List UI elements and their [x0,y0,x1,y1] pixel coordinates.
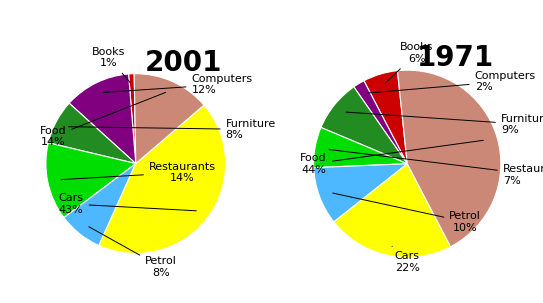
Wedge shape [364,71,407,164]
Wedge shape [99,105,226,253]
Text: Cars
22%: Cars 22% [392,246,420,273]
Wedge shape [64,164,136,245]
Text: Computers
12%: Computers 12% [104,74,252,95]
Text: Restaurants
7%: Restaurants 7% [329,149,543,186]
Wedge shape [69,74,136,164]
Text: Books
6%: Books 6% [386,42,433,83]
Wedge shape [334,164,451,257]
Text: Computers
2%: Computers 2% [367,71,536,93]
Wedge shape [314,128,407,168]
Wedge shape [48,103,136,164]
Text: Food
44%: Food 44% [300,140,483,175]
Text: Furniture
8%: Furniture 8% [68,118,276,140]
Wedge shape [129,74,136,164]
Text: 1971: 1971 [416,44,494,72]
Text: Furniture
9%: Furniture 9% [346,112,543,135]
Wedge shape [46,143,136,218]
Text: 2001: 2001 [145,48,222,77]
Text: Food
14%: Food 14% [40,92,166,147]
Text: Petrol
10%: Petrol 10% [333,193,481,233]
Text: Restaurants
14%: Restaurants 14% [61,162,216,183]
Text: Petrol
8%: Petrol 8% [89,227,177,278]
Wedge shape [314,164,407,222]
Text: Books
1%: Books 1% [92,47,130,82]
Wedge shape [397,70,501,247]
Wedge shape [321,87,407,164]
Wedge shape [354,81,407,164]
Text: Cars
43%: Cars 43% [59,193,197,215]
Wedge shape [134,74,204,164]
